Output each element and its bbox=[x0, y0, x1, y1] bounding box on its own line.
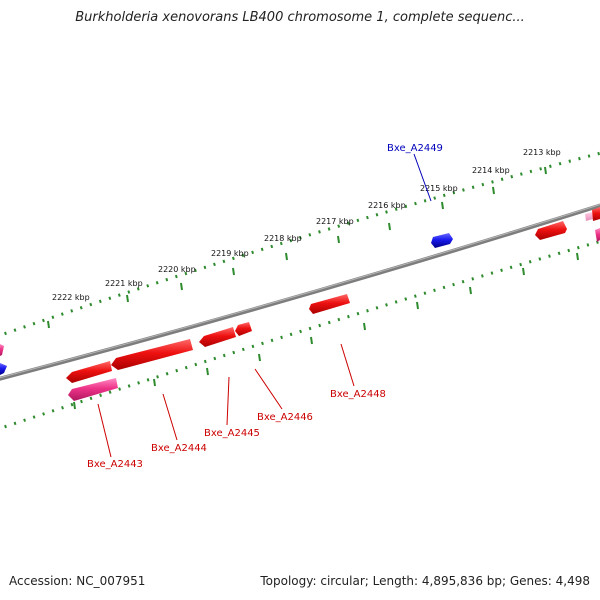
kbp-label: 2216 kbp bbox=[368, 201, 406, 210]
kbp-label: 2215 kbp bbox=[420, 184, 458, 193]
major-tick bbox=[180, 282, 183, 291]
major-tick bbox=[153, 378, 156, 387]
map-title: Burkholderia xenovorans LB400 chromosome… bbox=[75, 10, 525, 25]
kbp-label: 2214 kbp bbox=[472, 166, 510, 175]
major-tick bbox=[522, 267, 525, 276]
gene-label-Bxe_A2443[interactable]: Bxe_A2443 bbox=[87, 459, 143, 470]
gene-label-Bxe_A2445[interactable]: Bxe_A2445 bbox=[204, 428, 260, 439]
kbp-label: 2213 kbp bbox=[523, 148, 561, 157]
gene-arrow-partial-right-pink[interactable] bbox=[595, 228, 600, 242]
major-tick bbox=[126, 294, 129, 303]
leader-line-Bxe_A2445 bbox=[226, 376, 230, 426]
gene-arrow-Bxe_A2448[interactable] bbox=[309, 294, 350, 314]
gene-labels: Bxe_A2443 Bxe_A2444 Bxe_A2445 Bxe_A2446 … bbox=[87, 143, 443, 470]
major-tick bbox=[441, 201, 444, 210]
gene-label-Bxe_A2448[interactable]: Bxe_A2448 bbox=[330, 389, 386, 400]
major-tick bbox=[416, 301, 419, 310]
leader-line-Bxe_A2444 bbox=[162, 393, 178, 441]
kbp-label: 2219 kbp bbox=[211, 249, 249, 258]
gene-arrow-partial-right-lightpink[interactable] bbox=[585, 212, 593, 221]
chromosome-backbone bbox=[0, 203, 600, 381]
gene-arrow-Bxe_A2444[interactable] bbox=[111, 339, 193, 370]
major-tick bbox=[469, 286, 472, 295]
leader-line-Bxe_A2446 bbox=[254, 368, 283, 410]
gene-leader-lines bbox=[97, 153, 432, 458]
gene-arrow-partial-left-blue[interactable] bbox=[0, 363, 7, 375]
major-tick bbox=[206, 367, 209, 376]
gene-arrow-partial-left-pink[interactable] bbox=[0, 344, 4, 356]
major-tick bbox=[258, 353, 261, 362]
gene-label-Bxe_A2444[interactable]: Bxe_A2444 bbox=[151, 443, 207, 454]
inner-major-ticks bbox=[73, 252, 579, 410]
major-tick bbox=[73, 401, 76, 410]
major-tick bbox=[544, 166, 547, 175]
gene-arrow-red-2[interactable] bbox=[535, 221, 567, 240]
kbp-label: 2217 kbp bbox=[316, 217, 354, 226]
kbp-label: 2222 kbp bbox=[52, 293, 90, 302]
outer-tick-track bbox=[0, 151, 600, 337]
gene-arrow-partial-right-red[interactable] bbox=[592, 207, 600, 221]
gene-arrow-Bxe_A2449[interactable] bbox=[431, 233, 453, 248]
kbp-label: 2220 kbp bbox=[158, 265, 196, 274]
leader-line-Bxe_A2448 bbox=[340, 343, 355, 387]
major-tick bbox=[576, 252, 579, 261]
gene-label-Bxe_A2449[interactable]: Bxe_A2449 bbox=[387, 143, 443, 154]
accession-text: Accession: NC_007951 bbox=[9, 574, 146, 588]
major-tick bbox=[388, 222, 391, 231]
kbp-label: 2218 kbp bbox=[264, 234, 302, 243]
leader-line-Bxe_A2443 bbox=[97, 403, 112, 458]
gene-arrow-red-1[interactable] bbox=[66, 361, 112, 383]
gene-arrow-Bxe_A2445[interactable] bbox=[199, 327, 236, 347]
outer-major-ticks bbox=[47, 166, 547, 329]
major-tick bbox=[232, 267, 235, 276]
chromosome-backbone-highlight bbox=[0, 204, 600, 379]
gene-arrow-Bxe_A2446[interactable] bbox=[235, 322, 252, 336]
major-tick bbox=[285, 252, 288, 261]
major-tick bbox=[310, 336, 313, 345]
kbp-label: 2221 kbp bbox=[105, 279, 143, 288]
major-tick bbox=[363, 322, 366, 331]
gene-arrow-Bxe_A2443[interactable] bbox=[68, 378, 118, 401]
leader-line-Bxe_A2449 bbox=[413, 153, 432, 202]
gene-label-Bxe_A2446[interactable]: Bxe_A2446 bbox=[257, 412, 313, 423]
major-tick bbox=[492, 186, 495, 195]
gene-features[interactable] bbox=[0, 207, 600, 401]
major-tick bbox=[47, 320, 50, 329]
genome-summary-text: Topology: circular; Length: 4,895,836 bp… bbox=[260, 574, 590, 588]
inner-tick-track bbox=[0, 239, 600, 430]
ruler-labels: 2222 kbp 2221 kbp 2220 kbp 2219 kbp 2218… bbox=[52, 148, 561, 302]
major-tick bbox=[337, 235, 340, 244]
